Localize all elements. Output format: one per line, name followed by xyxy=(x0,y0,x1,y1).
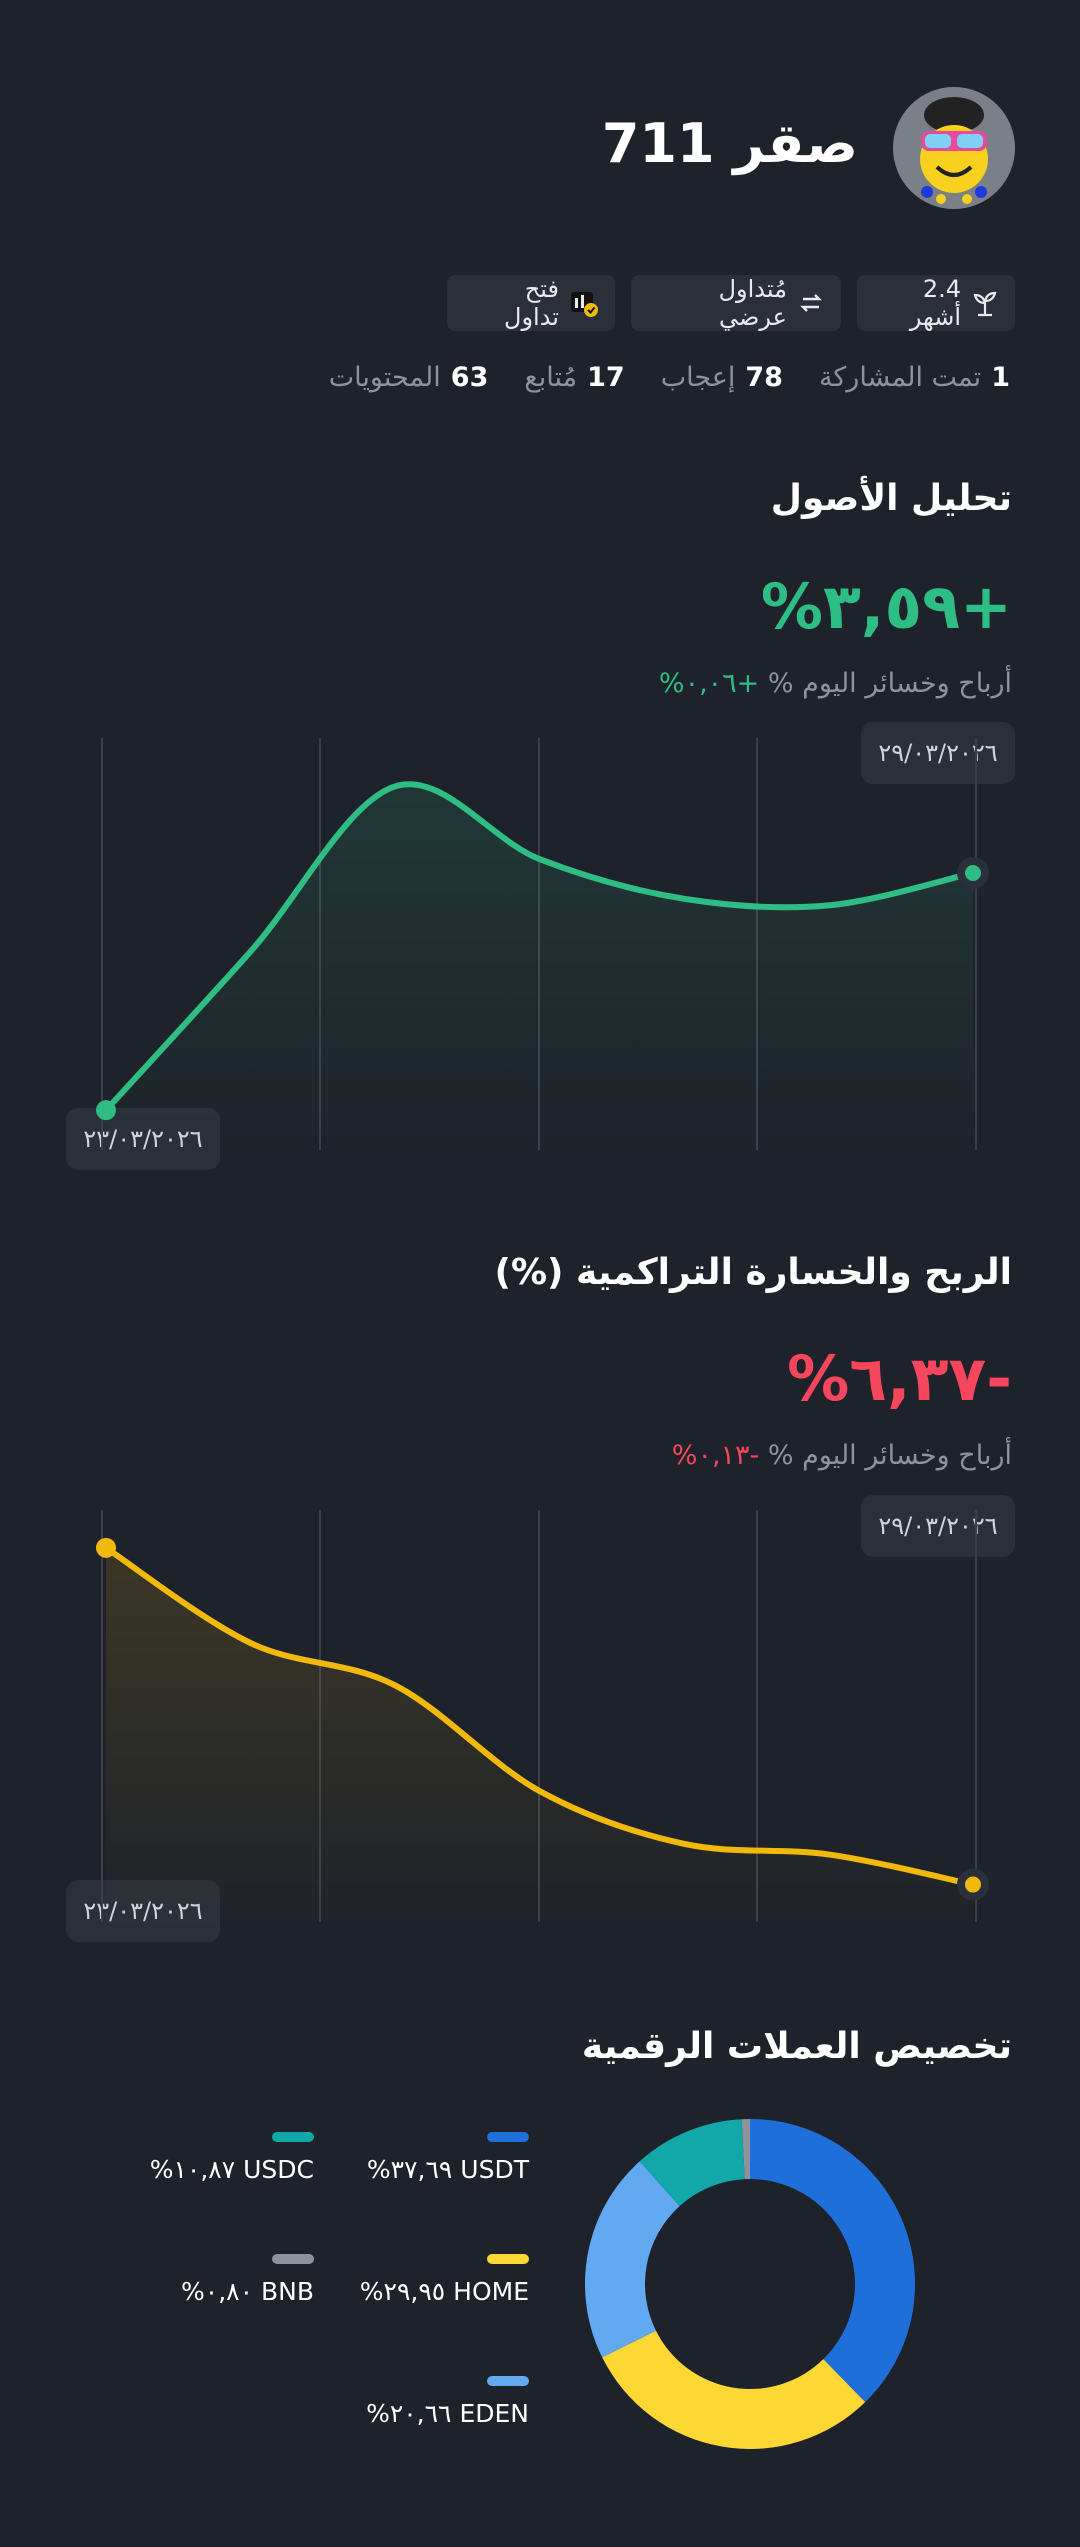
legend-swatch-usdt xyxy=(487,2132,529,2142)
legend-item-home: HOME ٢٩,٩٥% xyxy=(359,2277,529,2306)
asset-today-value: +٠,٠٦% xyxy=(658,668,760,699)
legend-item-usdc: USDC ١٠,٨٧% xyxy=(149,2155,314,2184)
cumulative-pnl-chart[interactable] xyxy=(0,1502,1080,1942)
legend-swatch-bnb xyxy=(272,2254,314,2264)
donut-slice-usdt[interactable] xyxy=(750,2119,915,2403)
asset-analysis-title: تحليل الأصول xyxy=(770,478,1012,519)
asset-today-label: أرباح وخسائر اليوم % xyxy=(767,668,1012,699)
cumulative-today-label: أرباح وخسائر اليوم % xyxy=(767,1440,1012,1471)
asset-today-pnl: أرباح وخسائر اليوم % +٠,٠٦% xyxy=(659,668,1012,699)
cumulative-end-point xyxy=(965,1876,981,1893)
cumulative-pnl-title: الربح والخسارة التراكمية (%) xyxy=(494,1252,1012,1293)
tenure-chip: 2.4 أشهر xyxy=(857,275,1015,331)
donut-slice-home[interactable] xyxy=(602,2330,866,2449)
asset-end-point xyxy=(965,864,981,881)
tenure-label: 2.4 أشهر xyxy=(909,275,961,331)
legend-item-bnb: BNB ٠,٨٠% xyxy=(181,2277,314,2306)
asset-analysis-chart[interactable] xyxy=(0,730,1080,1170)
stat-contents[interactable]: 63المحتويات xyxy=(328,362,489,393)
donut-slice-bnb[interactable] xyxy=(741,2119,750,2180)
legend-swatch-usdc xyxy=(272,2132,314,2142)
asset-end-date-tag: ٢٩/٠٣/٢٠٢٦ xyxy=(861,722,1015,784)
cumulative-series-line xyxy=(103,1544,976,1888)
asset-series-line xyxy=(103,781,976,1114)
stat-followers[interactable]: 17مُتابع xyxy=(524,362,625,393)
donut-slice-usdc[interactable] xyxy=(639,2119,745,2206)
username: صقر 711 xyxy=(601,112,858,175)
cumulative-today-pnl: أرباح وخسائر اليوم % -٠,١٣% xyxy=(672,1440,1012,1471)
allocation-title: تخصيص العملات الرقمية xyxy=(581,2026,1012,2067)
cumulative-today-value: -٠,١٣% xyxy=(671,1440,760,1471)
swap-icon xyxy=(800,294,822,312)
legend-item-eden: EDEN ٢٠,٦٦% xyxy=(366,2399,529,2428)
asset-start-point xyxy=(96,1100,116,1121)
legend-item-usdt: USDT ٣٧,٦٩% xyxy=(366,2155,529,2184)
sprout-icon xyxy=(973,291,997,317)
legend-swatch-home xyxy=(487,2254,529,2264)
cumulative-total-pct: -٦,٣٧% xyxy=(787,1342,1012,1415)
open-trade-label: فتح تداول xyxy=(504,275,559,331)
donut-slice-eden[interactable] xyxy=(585,2161,680,2358)
trader-type-chip: مُتداول عرضي xyxy=(631,275,841,331)
asset-total-pct: +٣,٥٩% xyxy=(760,570,1012,643)
profile-stats: 1تمت المشاركة 78إعجاب 17مُتابع 63المحتوي… xyxy=(329,362,1010,393)
open-trade-chip[interactable]: فتح تداول xyxy=(447,275,615,331)
cumulative-area xyxy=(106,1547,973,1932)
allocation-donut-chart[interactable] xyxy=(580,2114,920,2454)
avatar[interactable] xyxy=(893,87,1015,209)
cartoon-avatar-icon xyxy=(893,87,1015,209)
cumulative-start-point xyxy=(96,1537,116,1558)
stat-likes[interactable]: 78إعجاب xyxy=(660,362,783,393)
cumulative-end-date-tag: ٢٩/٠٣/٢٠٢٦ xyxy=(861,1495,1015,1557)
stat-shared[interactable]: 1تمت المشاركة xyxy=(818,362,1010,393)
trader-type-label: مُتداول عرضي xyxy=(718,275,787,331)
asset-area xyxy=(106,784,973,1160)
legend-swatch-eden xyxy=(487,2376,529,2386)
open-trade-icon xyxy=(571,292,598,317)
